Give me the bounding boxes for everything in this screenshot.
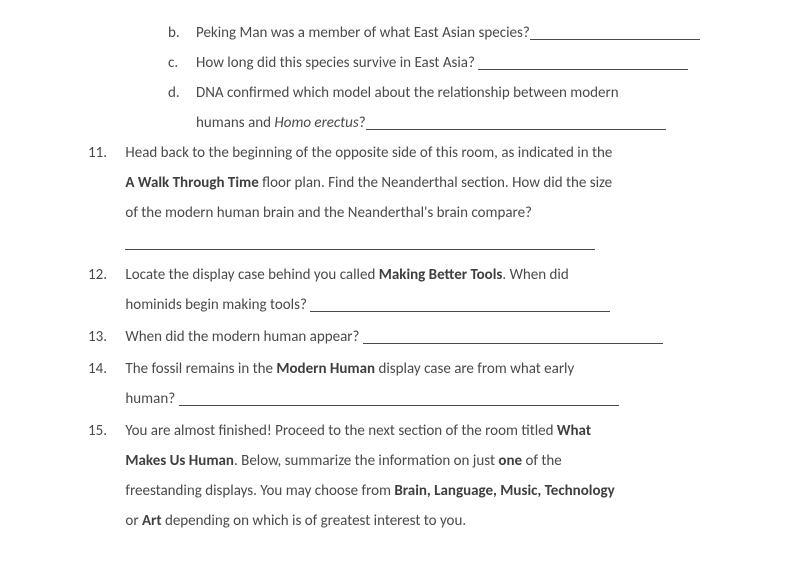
numbered-question-list: 11. Head back to the beginning of the op… <box>60 138 750 536</box>
question-body: When did the modern human appear? <box>125 322 715 352</box>
sub-body: Peking Man was a member of what East Asi… <box>196 18 750 48</box>
q15-line1a: You are almost finished! Proceed to the … <box>125 422 557 440</box>
bold-exhibit-name: A Walk Through Time <box>125 174 258 192</box>
q14-line1c: display case are from what early <box>375 360 574 378</box>
sub-item-d: d. DNA confirmed which model about the r… <box>60 78 750 138</box>
sub-body: How long did this species survive in Eas… <box>196 48 750 78</box>
question-12: 12. Locate the display case behind you c… <box>60 260 750 320</box>
sub-item-c: c. How long did this species survive in … <box>60 48 750 78</box>
q13-text: When did the modern human appear? <box>125 328 359 346</box>
q12-line1a: Locate the display case behind you calle… <box>125 266 378 284</box>
answer-blank[interactable] <box>363 328 663 344</box>
question-text-line2a: humans and <box>196 114 274 132</box>
q11-line2b: floor plan. Find the Neanderthal section… <box>259 174 612 192</box>
question-15: 15. You are almost finished! Proceed to … <box>60 416 750 536</box>
bold-exhibit-name: Modern Human <box>276 360 375 378</box>
answer-blank[interactable] <box>366 114 666 130</box>
q12-line1c: . When did <box>502 266 568 284</box>
q14-line1a: The fossil remains in the <box>125 360 276 378</box>
q12-line2: hominids begin making tools? <box>125 296 307 314</box>
sub-item-b: b. Peking Man was a member of what East … <box>60 18 750 48</box>
q15-line4a: or <box>125 512 142 530</box>
answer-blank[interactable] <box>310 296 610 312</box>
sub-label: c. <box>60 48 196 78</box>
answer-blank[interactable] <box>530 24 700 40</box>
question-text: Peking Man was a member of what East Asi… <box>196 24 530 42</box>
bold-one: one <box>498 452 522 470</box>
question-11: 11. Head back to the beginning of the op… <box>60 138 750 258</box>
question-text-line2c: ? <box>359 114 366 132</box>
answer-blank[interactable] <box>478 54 688 70</box>
q15-line2b: . Below, summarize the information on ju… <box>234 452 498 470</box>
question-number: 14. <box>60 354 122 384</box>
question-text-line1: DNA confirmed which model about the rela… <box>196 84 619 102</box>
sub-question-list: b. Peking Man was a member of what East … <box>60 18 750 138</box>
question-text: How long did this species survive in Eas… <box>196 54 475 72</box>
q11-line1: Head back to the beginning of the opposi… <box>125 144 612 162</box>
question-body: The fossil remains in the Modern Human d… <box>125 354 715 414</box>
species-name: Homo erectus <box>274 114 358 132</box>
bold-section-title-part1: What <box>557 422 591 440</box>
q15-line4c: depending on which is of greatest intere… <box>162 512 467 530</box>
question-number: 11. <box>60 138 122 168</box>
bold-art: Art <box>142 512 162 530</box>
question-number: 12. <box>60 260 122 290</box>
bold-exhibit-name: Making Better Tools <box>379 266 503 284</box>
answer-blank[interactable] <box>125 234 595 250</box>
bold-options: Brain, Language, Music, Technology <box>394 482 614 500</box>
q14-line2: human? <box>125 390 175 408</box>
question-number: 13. <box>60 322 122 352</box>
question-14: 14. The fossil remains in the Modern Hum… <box>60 354 750 414</box>
q15-line3a: freestanding displays. You may choose fr… <box>125 482 394 500</box>
worksheet-page: b. Peking Man was a member of what East … <box>0 0 810 536</box>
question-body: You are almost finished! Proceed to the … <box>125 416 715 536</box>
q15-line2d: of the <box>522 452 562 470</box>
q11-line3: of the modern human brain and the Neande… <box>125 204 532 222</box>
question-number: 15. <box>60 416 122 446</box>
sub-label: b. <box>60 18 196 48</box>
question-body: Locate the display case behind you calle… <box>125 260 715 320</box>
question-13: 13. When did the modern human appear? <box>60 322 750 352</box>
question-body: Head back to the beginning of the opposi… <box>125 138 715 258</box>
bold-section-title-part2: Makes Us Human <box>125 452 234 470</box>
sub-body: DNA confirmed which model about the rela… <box>196 78 750 138</box>
answer-blank[interactable] <box>179 390 619 406</box>
sub-label: d. <box>60 78 196 138</box>
